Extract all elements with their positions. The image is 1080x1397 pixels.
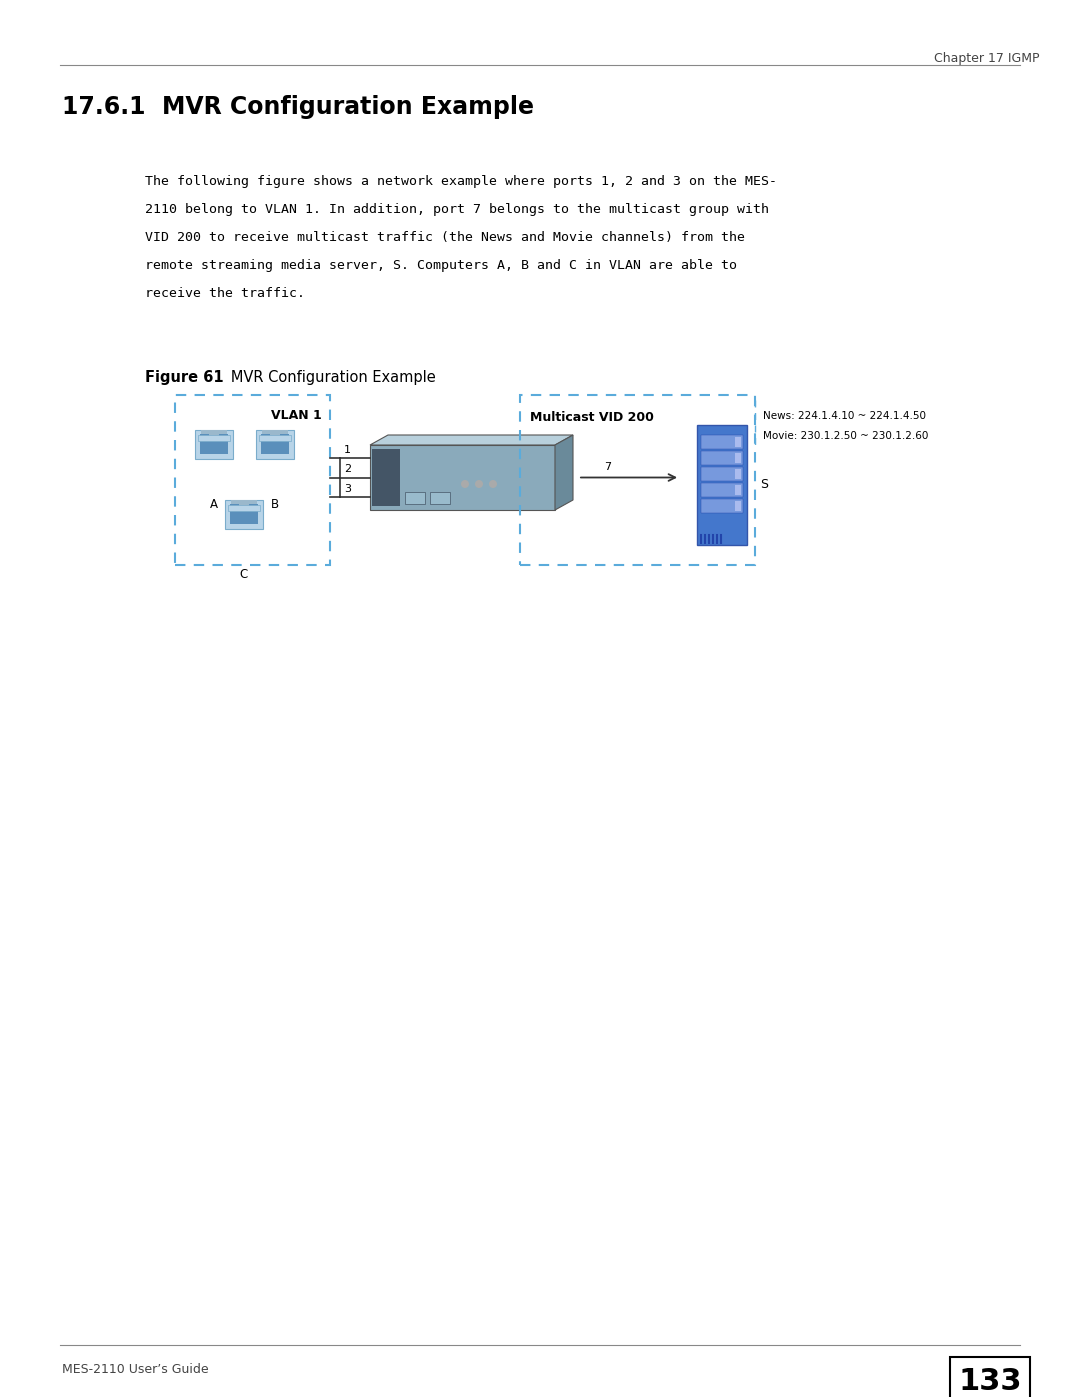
Text: VID 200 to receive multicast traffic (the News and Movie channels) from the: VID 200 to receive multicast traffic (th… [145, 231, 745, 244]
Bar [370, 446, 555, 510]
Text: S: S [760, 479, 768, 492]
Bar [735, 485, 741, 495]
Bar [256, 430, 294, 458]
Bar [270, 430, 280, 437]
Bar [226, 500, 262, 529]
Bar [950, 1356, 1030, 1397]
Text: 7: 7 [605, 461, 611, 472]
Bar [735, 502, 741, 511]
Circle shape [461, 481, 469, 488]
Text: The following figure shows a network example where ports 1, 2 and 3 on the MES-: The following figure shows a network exa… [145, 175, 777, 189]
Text: remote streaming media server, S. Computers A, B and C in VLAN are able to: remote streaming media server, S. Comput… [145, 258, 737, 272]
Text: 133: 133 [958, 1366, 1022, 1396]
Text: C: C [240, 569, 248, 581]
Bar [198, 434, 230, 441]
Text: News: 224.1.4.10 ~ 224.1.4.50: News: 224.1.4.10 ~ 224.1.4.50 [762, 411, 926, 420]
Text: VLAN 1: VLAN 1 [271, 409, 322, 422]
Bar [519, 395, 755, 564]
Text: Chapter 17 IGMP: Chapter 17 IGMP [934, 52, 1040, 66]
Bar [230, 504, 258, 524]
Bar [372, 448, 400, 506]
Text: MVR Configuration Example: MVR Configuration Example [217, 370, 435, 386]
Bar [200, 434, 228, 454]
Bar [697, 425, 747, 545]
Bar [735, 453, 741, 462]
Text: 1: 1 [345, 446, 351, 455]
Circle shape [475, 481, 483, 488]
Bar [701, 434, 743, 448]
Polygon shape [555, 434, 573, 510]
Bar [231, 500, 257, 503]
Text: 3: 3 [345, 483, 351, 495]
Bar [405, 492, 426, 504]
Bar [701, 483, 743, 497]
Text: MES-2110 User’s Guide: MES-2110 User’s Guide [62, 1363, 208, 1376]
Bar [208, 430, 219, 437]
Bar [701, 499, 743, 513]
Bar [262, 430, 288, 433]
Text: 17.6.1  MVR Configuration Example: 17.6.1 MVR Configuration Example [62, 95, 534, 119]
Text: Figure 61: Figure 61 [145, 370, 224, 386]
Text: B: B [271, 497, 279, 511]
Text: 2110 belong to VLAN 1. In addition, port 7 belongs to the multicast group with: 2110 belong to VLAN 1. In addition, port… [145, 203, 769, 217]
Bar [430, 492, 450, 504]
Bar [735, 469, 741, 479]
Bar [261, 434, 288, 454]
Polygon shape [370, 434, 573, 446]
Bar [701, 467, 743, 481]
Text: Multicast VID 200: Multicast VID 200 [530, 411, 653, 425]
Bar [228, 506, 260, 511]
Bar [175, 395, 330, 564]
Circle shape [489, 481, 497, 488]
Text: 2: 2 [345, 464, 351, 475]
Bar [195, 430, 232, 458]
Text: Movie: 230.1.2.50 ~ 230.1.2.60: Movie: 230.1.2.50 ~ 230.1.2.60 [762, 432, 929, 441]
Bar [259, 434, 291, 441]
Text: receive the traffic.: receive the traffic. [145, 286, 305, 300]
Text: A: A [210, 497, 218, 511]
Bar [735, 437, 741, 447]
Bar [239, 500, 249, 507]
Bar [701, 451, 743, 465]
Bar [201, 430, 227, 433]
